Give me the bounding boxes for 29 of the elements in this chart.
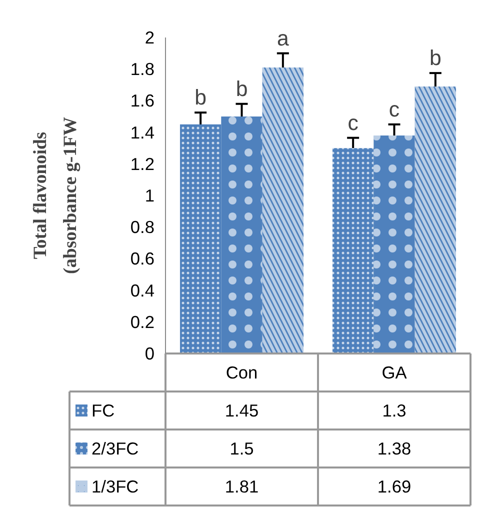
- y-tick-label: 1.2: [130, 154, 155, 174]
- data-label: 1.5: [230, 438, 254, 458]
- y-tick-label: 1: [144, 186, 155, 206]
- y-tick-label: 2: [144, 28, 155, 48]
- y-tick-label: 0.6: [130, 248, 155, 269]
- data-label: 1.81: [224, 476, 259, 496]
- data-label: 1.38: [377, 438, 412, 458]
- annotation: c: [388, 97, 400, 122]
- y-axis-title: Total flavonoids (absorbance g-1FW: [30, 116, 81, 274]
- annotation: b: [194, 86, 207, 110]
- y-tick-label: 1.6: [130, 90, 155, 111]
- annotation: b: [429, 46, 442, 70]
- legend-label: 2/3FC: [92, 438, 139, 458]
- data-label: 1.3: [382, 400, 406, 420]
- y-tick-label: 1.8: [130, 59, 155, 80]
- data-label: 1.69: [377, 476, 412, 496]
- legend-label: 1/3FC: [92, 476, 139, 496]
- annotation: a: [276, 26, 289, 50]
- x-tick-label: Con: [226, 362, 258, 382]
- data-label: 1.45: [224, 400, 259, 420]
- legend-label: FC: [92, 400, 115, 420]
- y-tick-label: 0: [144, 344, 155, 364]
- y-tick-label: 0.2: [130, 312, 155, 332]
- x-tick-label: GA: [382, 362, 408, 382]
- annotation: c: [348, 110, 359, 135]
- y-tick-label: 0.4: [130, 280, 155, 300]
- annotation: b: [236, 76, 248, 101]
- y-tick-label: 1.4: [130, 122, 155, 142]
- y-tick-label: 0.8: [130, 217, 155, 238]
